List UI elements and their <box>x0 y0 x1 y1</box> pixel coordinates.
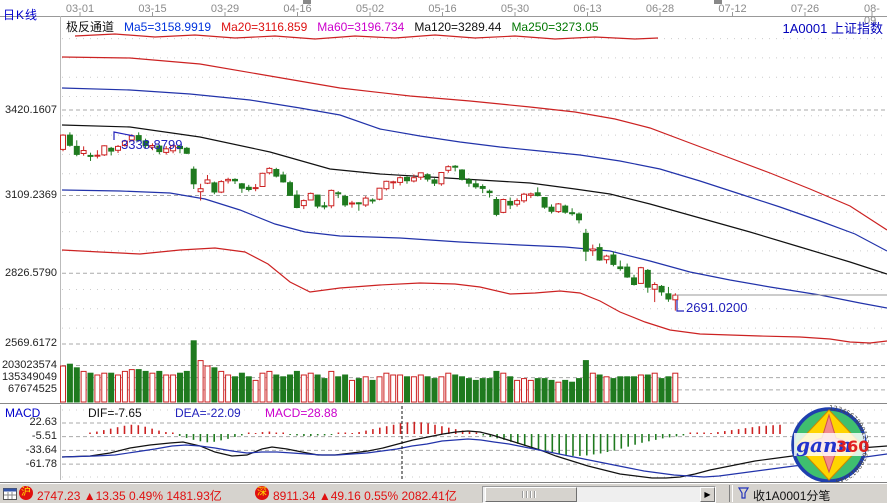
axis-tick-label: -33.64 <box>25 443 57 456</box>
sz-change: ▲49.16 <box>318 489 361 503</box>
symbol-title: 1A0001 上证指数 <box>783 18 883 37</box>
sz-price: 8911.34 <box>273 489 316 503</box>
date-label: 05-30 <box>500 3 530 15</box>
shenzhen-quote: 8911.34 ▲49.16 0.55% 2082.41亿 <box>273 487 457 503</box>
horizontal-scrollbar[interactable]: ▶ <box>482 486 716 503</box>
svg-text:360: 360 <box>836 437 869 456</box>
axis-tick-label: 135349049 <box>1 371 57 384</box>
shenzhen-market-icon[interactable]: 深 <box>255 486 269 500</box>
axis-tick-label: -61.78 <box>25 457 57 470</box>
shanghai-market-icon[interactable]: 沪 <box>19 486 33 500</box>
date-label: 08-09 <box>864 3 880 27</box>
kline-mode-label[interactable]: 日K线 <box>3 8 39 22</box>
ma-readout-item: Ma60=3196.734 <box>317 20 405 34</box>
sh-change: ▲13.35 <box>83 489 126 503</box>
date-label: 05-16 <box>428 3 457 15</box>
macd-readout: MACD=28.88 <box>265 406 338 420</box>
date-label: 03-15 <box>138 3 167 15</box>
scrollbar-grip <box>522 491 536 498</box>
axis-tick-label: 22.63 <box>29 416 57 429</box>
axis-tick-label: 2826.5790 <box>5 266 57 279</box>
gann360-logo: 1234567890123456789012345 gann 360 <box>791 404 870 482</box>
chart-canvas: 1234567890123456789012345 gann 360 <box>0 0 887 482</box>
ma-readout-item: Ma5=3158.9919 <box>124 20 212 34</box>
tick-data-icon <box>737 487 750 499</box>
date-label: 06-28 <box>645 3 675 15</box>
scrollbar-thumb[interactable] <box>485 487 577 502</box>
date-label: 03-29 <box>210 3 240 15</box>
axis-tick-label: 3109.2369 <box>5 189 57 202</box>
sh-price: 2747.23 <box>37 489 81 503</box>
status-bar: 沪 2747.23 ▲13.35 0.49% 1481.93亿 深 8911.3… <box>0 482 887 503</box>
ma-readouts: Ma5=3158.9919 Ma20=3116.859 Ma60=3196.734 M… <box>124 20 609 34</box>
dea-readout: DEA=-22.09 <box>175 406 241 420</box>
ma-readout-item: Ma120=3289.44 <box>414 20 502 34</box>
quote-grid-icon[interactable] <box>3 487 17 501</box>
high-price-annotation: 3338.8799 <box>121 137 183 152</box>
symbol-name: 上证指数 <box>830 21 883 36</box>
macd-pane-title[interactable]: MACD <box>5 406 41 420</box>
date-label: 03-01 <box>65 3 95 15</box>
indicator-header: 极反通道 Ma5=3158.9919 Ma20=3116.859 Ma60=3196.… <box>66 18 619 35</box>
tick-data-label[interactable]: 收1A0001分笔 <box>753 489 831 503</box>
scroll-right-arrow-icon[interactable]: ▶ <box>700 487 715 502</box>
axis-tick-label: 203023574 <box>1 358 57 371</box>
ma-readout-item: Ma20=3116.859 <box>221 20 308 34</box>
svg-text:gann: gann <box>796 433 852 457</box>
axis-tick-label: 2569.6172 <box>5 337 57 350</box>
sh-pct: 0.49% <box>128 489 164 503</box>
status-divider <box>729 485 733 502</box>
shanghai-quote: 2747.23 ▲13.35 0.49% 1481.93亿 <box>37 487 222 503</box>
indicator-name[interactable]: 极反通道 <box>66 20 115 34</box>
dif-readout: DIF=-7.65 <box>88 406 142 420</box>
date-label: 07-12 <box>718 3 747 15</box>
sz-pct: 0.55% <box>364 489 399 503</box>
ma-readout-item: Ma250=3273.05 <box>511 20 599 34</box>
sh-amount: 1481.93亿 <box>166 489 222 503</box>
sz-amount: 2082.41亿 <box>401 489 457 503</box>
date-label: 06-13 <box>573 3 602 15</box>
date-label: 07-26 <box>790 3 820 15</box>
axis-tick-label: 67674525 <box>8 383 57 396</box>
symbol-code: 1A0001 <box>782 21 828 36</box>
axis-tick-label: -5.51 <box>31 430 57 443</box>
axis-tick-label: 3420.1607 <box>5 103 57 116</box>
low-price-annotation: 2691.0200 <box>686 300 748 315</box>
date-label: 04-16 <box>283 3 312 15</box>
date-label: 05-02 <box>355 3 385 15</box>
